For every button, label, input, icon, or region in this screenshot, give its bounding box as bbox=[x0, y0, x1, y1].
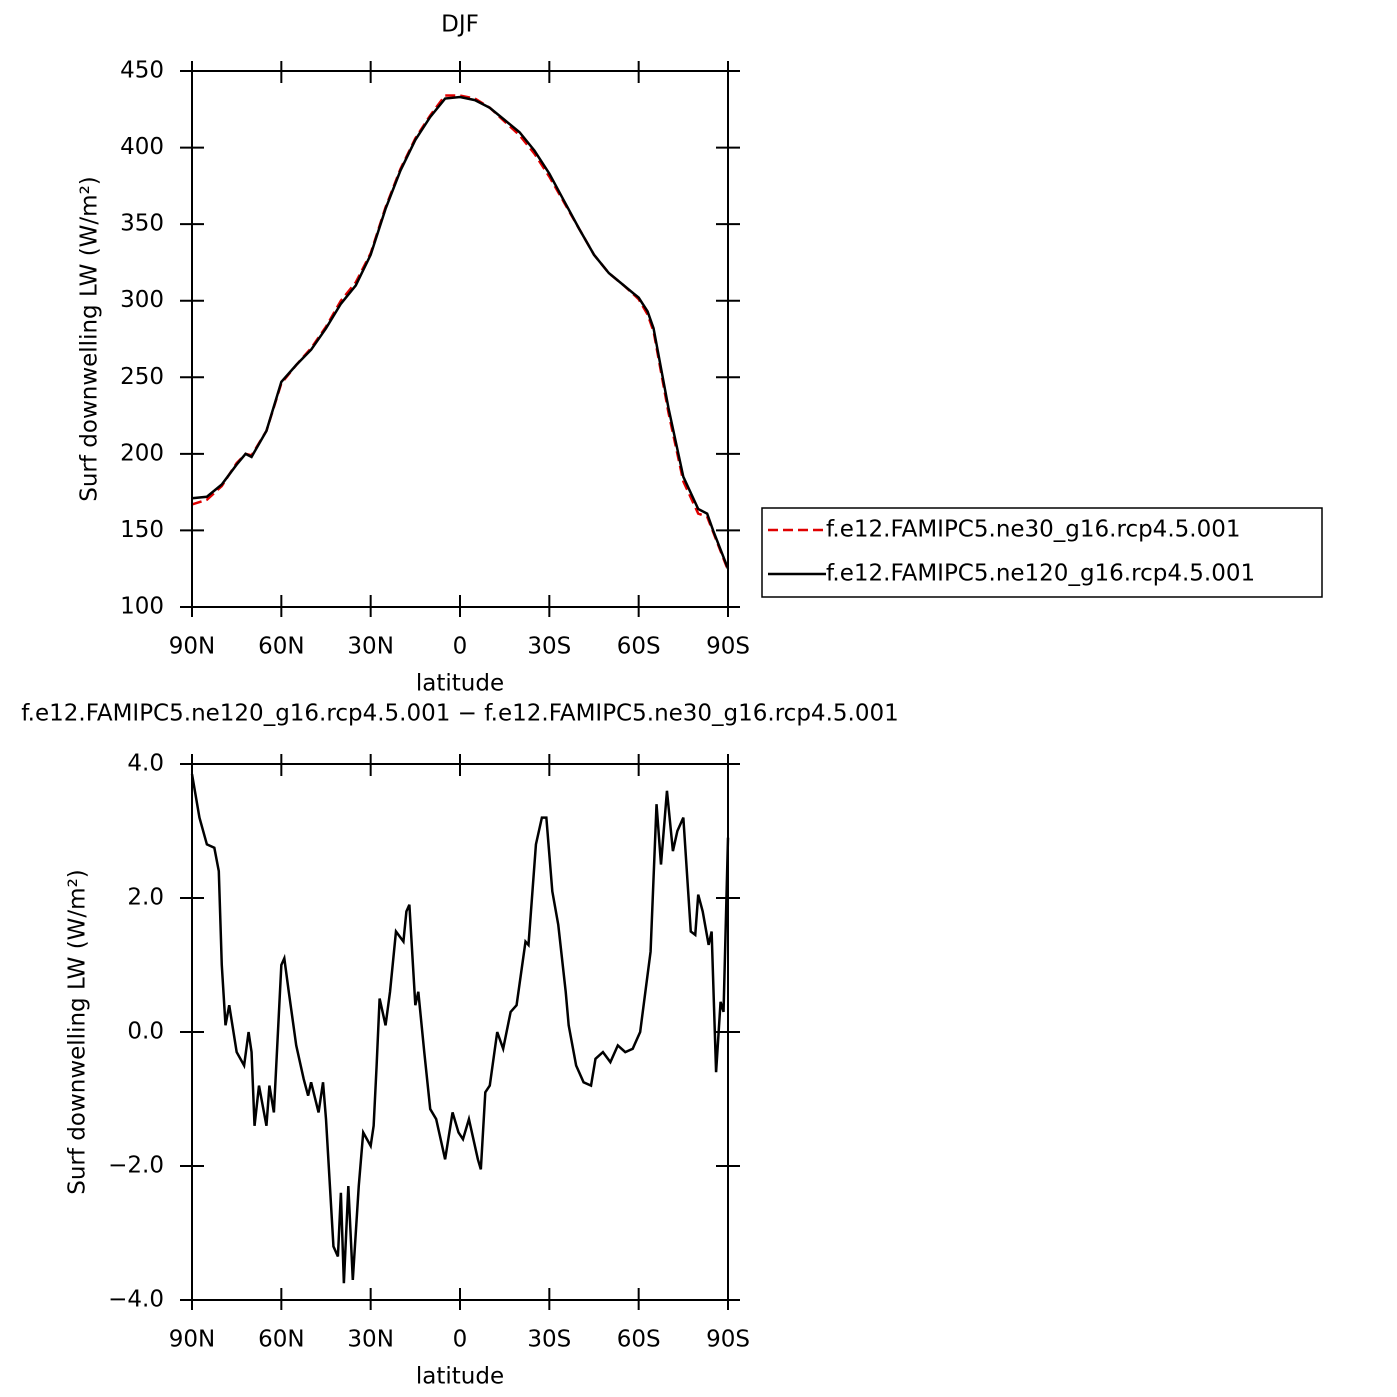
y-tick-label: 300 bbox=[120, 287, 164, 313]
x-tick-label: 60S bbox=[617, 634, 661, 660]
y-tick-label: −2.0 bbox=[108, 1153, 164, 1179]
y-tick-label: 4.0 bbox=[127, 751, 164, 777]
x-tick-label: 90N bbox=[169, 1327, 215, 1353]
x-tick-label: 60N bbox=[258, 1327, 304, 1353]
plot-frame bbox=[191, 70, 729, 608]
x-tick-label: 90S bbox=[706, 634, 750, 660]
x-tick-label: 90S bbox=[706, 1327, 750, 1353]
y-tick-label: 100 bbox=[120, 594, 164, 620]
y-tick-label: 400 bbox=[120, 134, 164, 160]
x-tick-label: 30N bbox=[347, 634, 393, 660]
chart-title: f.e12.FAMIPC5.ne120_g16.rcp4.5.001 − f.e… bbox=[21, 701, 898, 727]
y-axis-label: Surf downwelling LW (W/m²) bbox=[65, 869, 91, 1195]
data-line bbox=[191, 94, 730, 571]
y-tick-label: 0.0 bbox=[127, 1019, 164, 1045]
y-tick-label: 350 bbox=[120, 211, 164, 237]
x-tick-label: 0 bbox=[453, 1327, 468, 1353]
x-tick-label: 90N bbox=[169, 634, 215, 660]
y-tick-label: 150 bbox=[120, 517, 164, 543]
y-axis-label: Surf downwelling LW (W/m²) bbox=[77, 176, 103, 502]
x-axis-label: latitude bbox=[416, 671, 504, 697]
x-axis-label: latitude bbox=[416, 1364, 504, 1390]
y-tick-label: 2.0 bbox=[127, 885, 164, 911]
y-tick-label: 200 bbox=[120, 440, 164, 466]
x-tick-label: 30N bbox=[347, 1327, 393, 1353]
x-tick-label: 30S bbox=[527, 634, 571, 660]
x-tick-label: 30S bbox=[527, 1327, 571, 1353]
y-tick-label: 450 bbox=[120, 58, 164, 84]
legend-label: f.e12.FAMIPC5.ne120_g16.rcp4.5.001 bbox=[826, 561, 1255, 587]
legend-box bbox=[761, 507, 1323, 598]
x-tick-label: 60N bbox=[258, 634, 304, 660]
data-line bbox=[191, 95, 730, 570]
legend-label: f.e12.FAMIPC5.ne30_g16.rcp4.5.001 bbox=[826, 517, 1240, 543]
x-tick-label: 0 bbox=[453, 634, 468, 660]
y-tick-label: −4.0 bbox=[108, 1287, 164, 1313]
data-line bbox=[190, 773, 730, 1284]
plot-frame bbox=[191, 763, 729, 1301]
y-tick-label: 250 bbox=[120, 364, 164, 390]
chart-title: DJF bbox=[441, 12, 479, 38]
x-tick-label: 60S bbox=[617, 1327, 661, 1353]
